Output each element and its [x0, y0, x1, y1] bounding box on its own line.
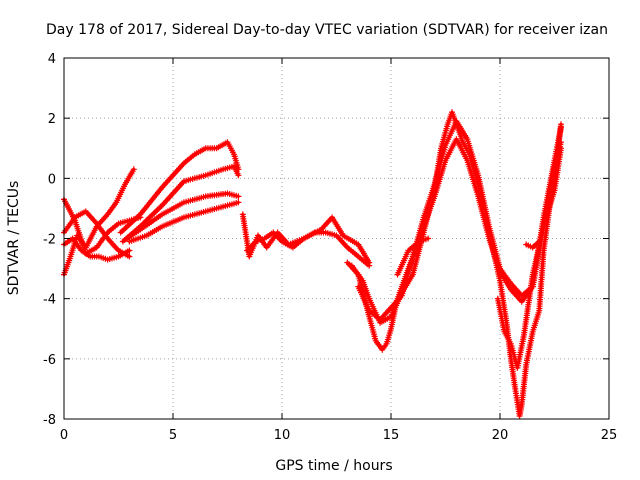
- series-track-14: [394, 235, 432, 278]
- series-markers: [523, 238, 543, 251]
- x-tick-label: 20: [492, 428, 509, 443]
- series-layer: [61, 109, 564, 419]
- series-track-16: [523, 238, 543, 251]
- x-tick-label: 0: [60, 428, 68, 443]
- x-tick-label: 5: [169, 428, 177, 443]
- series-track-15: [494, 145, 564, 371]
- series-track-8: [126, 199, 242, 245]
- series-track-10: [244, 229, 373, 269]
- y-tick-label: -6: [43, 353, 56, 368]
- series-track-7: [124, 190, 242, 242]
- x-axis-label: GPS time / hours: [275, 458, 392, 474]
- y-tick-label: -8: [43, 413, 56, 428]
- series-markers: [117, 139, 242, 236]
- series-markers: [244, 229, 373, 269]
- y-tick-label: 4: [48, 52, 56, 67]
- chart-title: Day 178 of 2017, Sidereal Day-to-day VTE…: [46, 22, 608, 38]
- y-tick-label: -2: [43, 233, 56, 248]
- y-tick-label: -4: [43, 293, 56, 308]
- series-markers: [124, 190, 242, 242]
- tick-layer: 0 5 10 15 20 25 -8 -6 -4 -2 0 2 4: [43, 52, 617, 443]
- y-tick-label: 0: [48, 172, 56, 187]
- x-tick-label: 25: [601, 428, 618, 443]
- x-tick-label: 15: [383, 428, 400, 443]
- series-markers: [394, 235, 432, 278]
- series-markers: [126, 199, 242, 245]
- y-tick-label: 2: [48, 112, 56, 127]
- series-track-5: [117, 139, 242, 236]
- x-tick-label: 10: [274, 428, 291, 443]
- y-axis-label: SDTVAR / TECUs: [6, 181, 22, 296]
